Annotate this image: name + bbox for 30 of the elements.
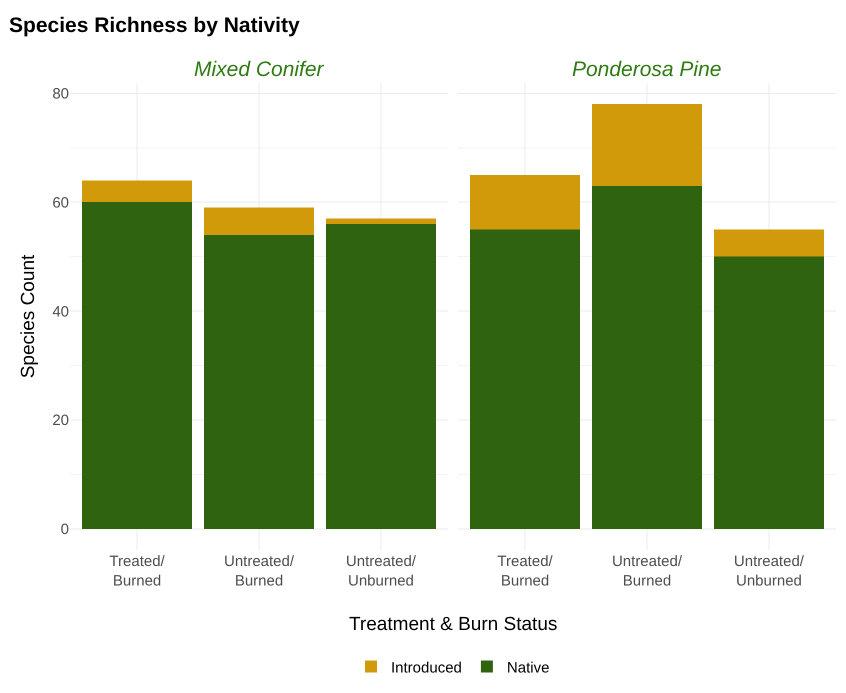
y-axis-title: Species Count <box>18 254 40 378</box>
bar <box>470 174 580 230</box>
bar <box>326 218 436 224</box>
x-tick-label: Untreated/ Unburned <box>346 553 417 590</box>
bar <box>714 229 824 257</box>
x-tick-label: Treated/ Burned <box>109 553 166 590</box>
bar <box>592 104 702 186</box>
bar <box>204 234 314 529</box>
x-axis-title: Treatment & Burn Status <box>349 614 558 635</box>
legend-label: Native <box>506 659 550 676</box>
bar <box>326 224 436 529</box>
bar <box>82 180 192 202</box>
chart-title: Species Richness by Nativity <box>9 14 300 37</box>
x-tick-label: Untreated/ Unburned <box>734 553 805 590</box>
x-tick-label: Untreated/ Burned <box>224 553 295 590</box>
legend-label: Introduced <box>391 659 462 676</box>
y-tick-label: 0 <box>60 521 69 538</box>
bar <box>714 256 824 529</box>
y-tick-label: 60 <box>52 194 69 212</box>
x-tick-label: Untreated/ Burned <box>612 553 683 590</box>
bar <box>82 202 192 529</box>
y-tick-label: 40 <box>52 303 69 320</box>
chart-subtitle: Ponderosa Pine <box>572 58 722 81</box>
bar <box>204 208 314 235</box>
y-tick-label: 80 <box>52 86 69 103</box>
y-tick-label: 20 <box>52 412 69 430</box>
x-tick-label: Treated/ Burned <box>497 553 554 590</box>
chart-subtitle: Mixed Conifer <box>194 58 325 81</box>
bar <box>470 229 580 529</box>
bar <box>592 186 702 529</box>
